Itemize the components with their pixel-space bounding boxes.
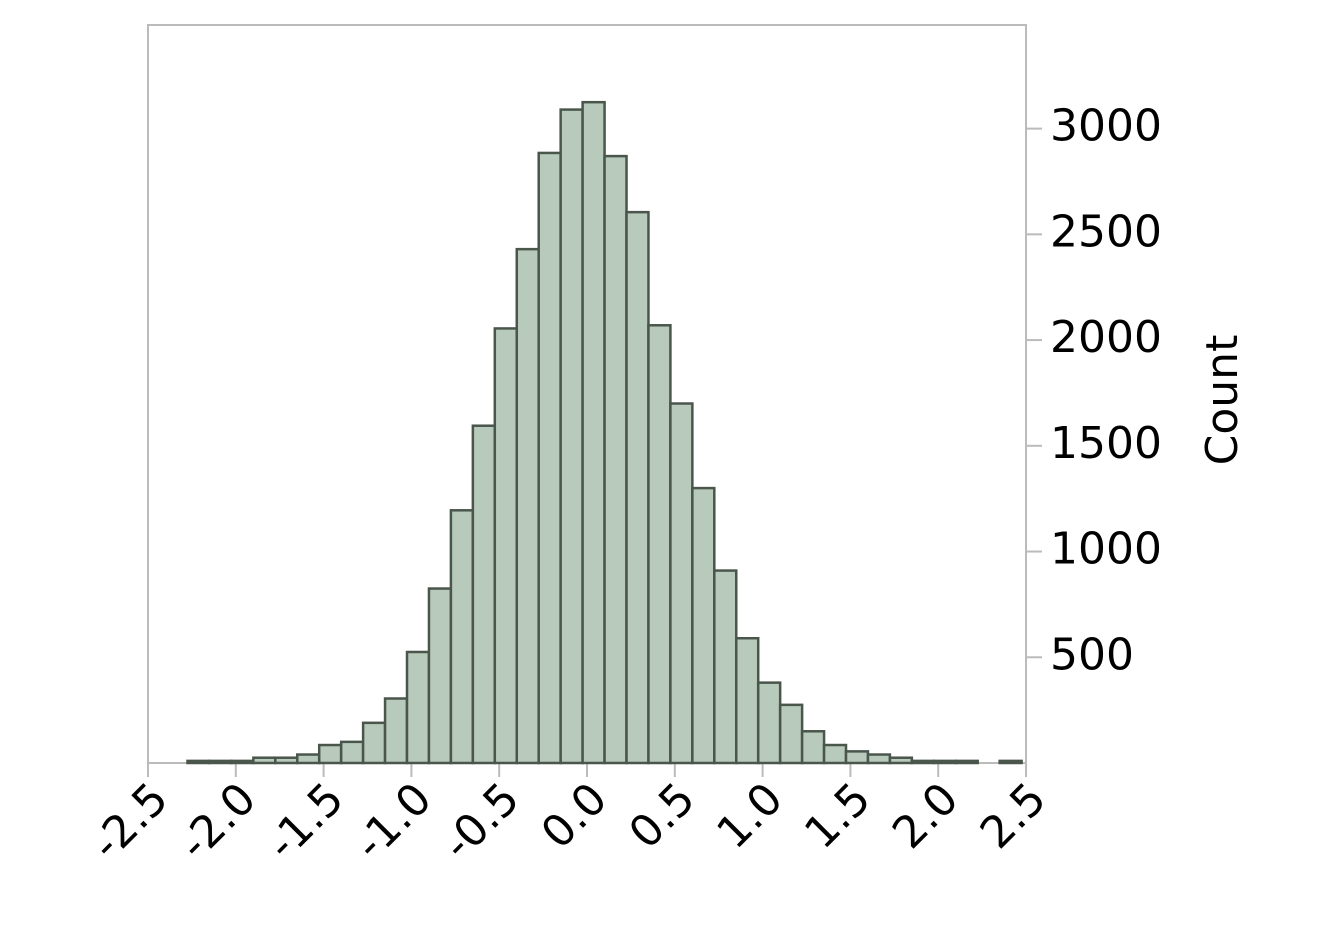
bar [954,759,979,765]
x-tick-label: 1.5 [795,773,881,859]
y-axis-label: Count [1197,335,1248,466]
bar [427,587,453,765]
bar [361,721,387,765]
bar [493,327,519,765]
bar [910,759,936,765]
bar [888,756,914,765]
y-tick-label: 500 [1050,629,1134,680]
bar [317,743,343,765]
bar [186,759,211,765]
bar [691,486,716,765]
bar [647,324,672,765]
x-tick-label: 2.0 [883,773,969,859]
bar [405,650,431,765]
x-tick-label: -1.5 [257,773,354,870]
x-tick-label: -2.0 [169,773,266,870]
bar [383,697,409,765]
bar [339,740,365,765]
bar [537,151,562,765]
x-tick-label: 2.5 [971,773,1057,859]
y-tick-label: 2500 [1050,206,1162,257]
bar [800,730,826,765]
bar [208,759,233,765]
bar [296,753,321,765]
bar [274,756,299,765]
x-tick-label: -0.5 [433,773,530,870]
bar [252,756,277,765]
x-tick-label: -2.5 [81,773,178,870]
bar [866,753,892,765]
bar [756,681,782,765]
bar [581,100,606,765]
bar [603,154,628,765]
bar [822,743,848,765]
y-tick-label: 3000 [1050,101,1162,152]
bar [449,509,475,765]
bar [230,759,255,765]
bar [735,636,760,765]
bar [625,210,650,765]
x-tick-label: 1.0 [707,773,793,859]
bar [998,759,1023,765]
bar [559,108,584,765]
x-tick-label: 0.5 [620,773,706,859]
x-tick-label: -1.0 [345,773,442,870]
y-tick-label: 1000 [1050,524,1162,575]
bar [713,569,738,765]
y-tick-label: 2000 [1050,312,1162,363]
bar [515,247,540,765]
bar [471,424,497,765]
y-tick-label: 1500 [1050,418,1162,469]
bar [778,703,804,765]
bar [932,759,958,765]
bar [844,750,870,765]
x-tick-label: 0.0 [532,773,618,859]
bar [669,402,694,765]
